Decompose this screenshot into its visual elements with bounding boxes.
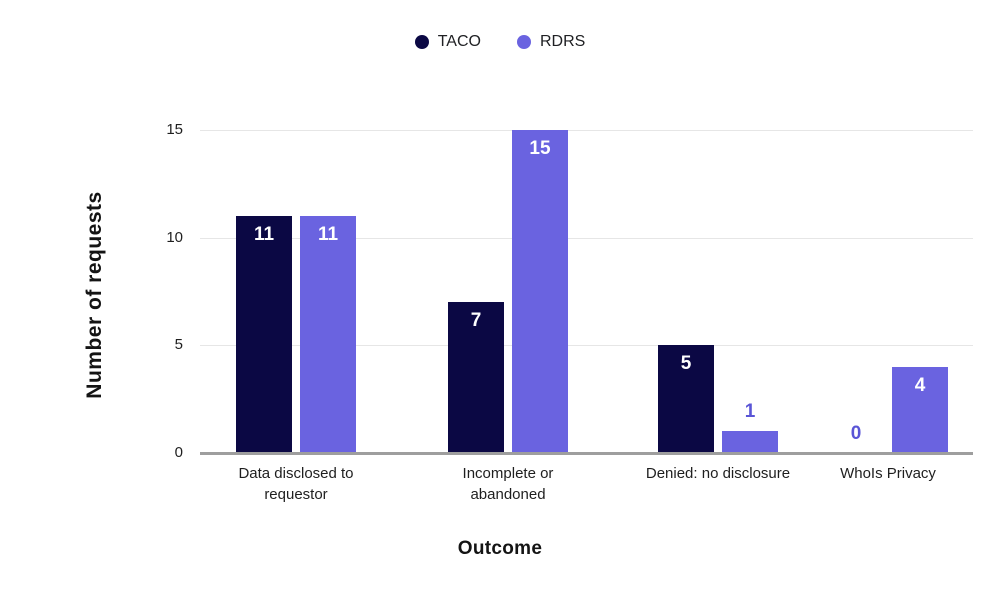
chart-legend: TACO RDRS — [0, 33, 1000, 51]
gridline-5 — [200, 345, 973, 347]
x-category-label-1: Incomplete or abandoned — [408, 463, 608, 505]
x-category-label-line: abandoned — [470, 486, 546, 503]
x-category-label-line: Incomplete or — [462, 465, 554, 482]
y-tick-label-0: 0 — [174, 444, 183, 461]
x-category-label-line: WhoIs Privacy — [840, 465, 936, 482]
bar-value-label-taco-2: 5 — [680, 353, 692, 375]
rdrs-series-swatch-icon — [516, 35, 531, 49]
bar-value-label-taco-1: 7 — [470, 310, 482, 332]
bar-value-label-rdrs-1: 15 — [529, 138, 551, 159]
bar-value-label-taco-3: 0 — [850, 423, 862, 444]
y-tick-label-15: 15 — [166, 121, 183, 138]
bar-taco-1[interactable] — [448, 302, 504, 453]
x-category-label-line: Denied: no disclosure — [645, 465, 791, 482]
legend-label-rdrs: RDRS — [539, 33, 586, 50]
x-axis-baseline — [200, 452, 973, 455]
x-category-label-2: Denied: no disclosure — [618, 463, 818, 484]
bar-value-label-rdrs-3: 4 — [914, 374, 926, 396]
bar-rdrs-3[interactable] — [892, 366, 948, 453]
legend-label-taco: TACO — [437, 33, 481, 50]
bar-rdrs-2[interactable] — [722, 431, 778, 453]
bar-taco-0[interactable] — [236, 216, 292, 453]
x-category-label-line: Data disclosed to — [238, 465, 354, 482]
x-axis-title: Outcome — [457, 538, 543, 559]
bar-value-label-taco-0: 11 — [253, 224, 275, 246]
gridline-10 — [200, 237, 973, 239]
bar-rdrs-1[interactable] — [512, 130, 568, 453]
legend-item-taco[interactable]: TACO — [414, 33, 481, 51]
bar-value-label-rdrs-2: 1 — [744, 401, 756, 423]
x-category-label-3: WhoIs Privacy — [788, 463, 988, 484]
x-category-label-0: Data disclosed to requestor — [196, 463, 396, 505]
taco-series-swatch-icon — [414, 35, 429, 49]
bar-taco-2[interactable] — [658, 345, 714, 453]
legend-item-rdrs[interactable]: RDRS — [516, 33, 586, 51]
x-category-label-line: requestor — [264, 486, 328, 503]
bar-value-label-rdrs-0: 11 — [317, 224, 339, 246]
y-tick-label-10: 10 — [166, 228, 183, 246]
y-tick-label-5: 5 — [174, 336, 183, 354]
bar-rdrs-0[interactable] — [300, 216, 356, 453]
gridline-15 — [200, 130, 973, 131]
